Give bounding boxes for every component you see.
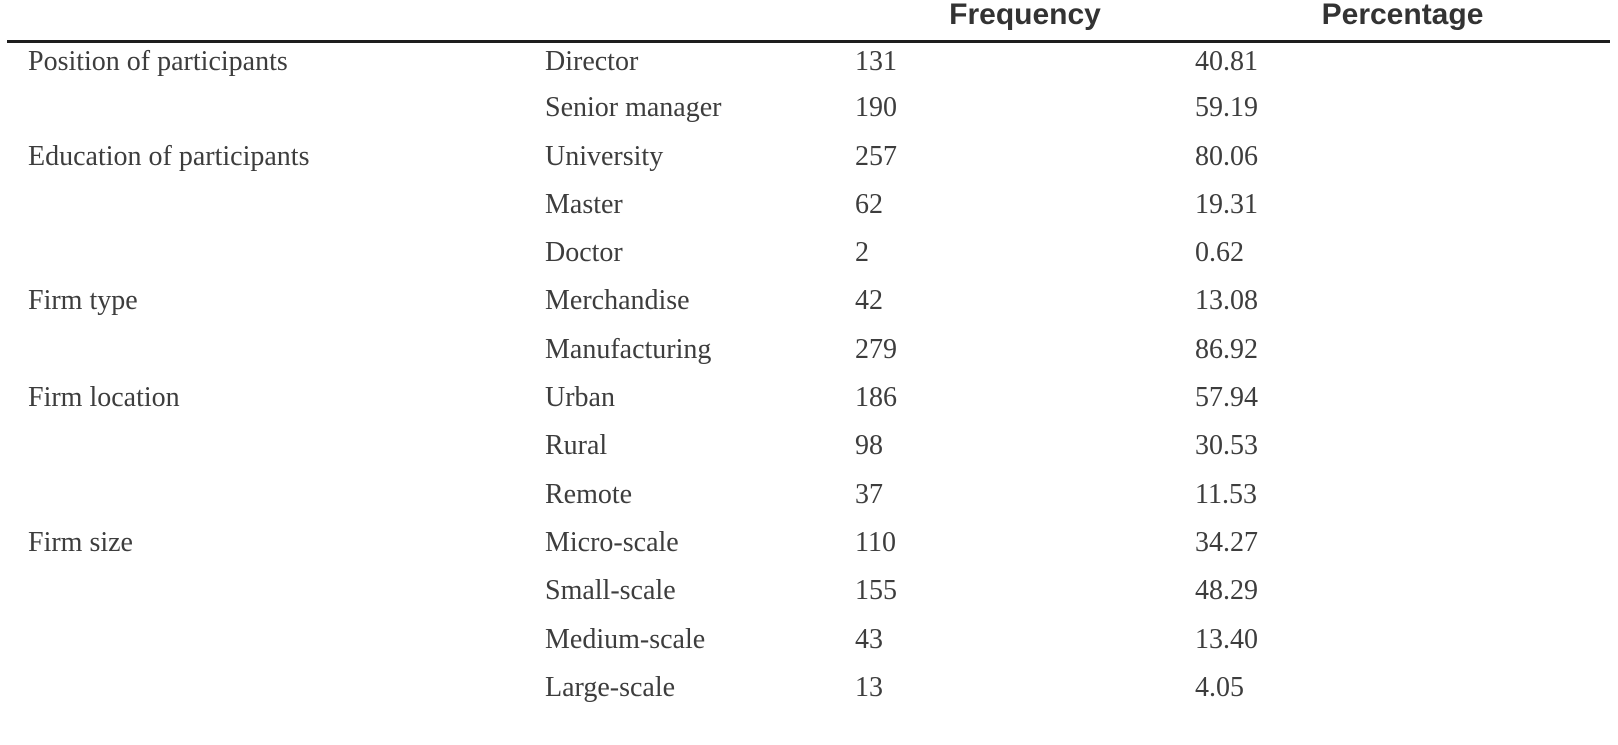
cell-frequency: 257 (855, 140, 897, 172)
cell-percentage: 48.29 (1195, 575, 1258, 607)
table-row: Senior manager 190 59.19 (7, 89, 1610, 137)
cell-frequency: 110 (855, 526, 896, 558)
cell-percentage: 11.53 (1195, 478, 1257, 510)
cell-category (7, 234, 545, 282)
header-frequency: Frequency (855, 0, 1195, 43)
cell-percentage: 19.31 (1195, 188, 1258, 220)
table-row: Medium-scale 43 13.40 (7, 621, 1610, 669)
cell-category (7, 331, 545, 379)
cell-subcategory: Urban (545, 382, 615, 414)
cell-frequency: 279 (855, 333, 897, 365)
table-row: Small-scale 155 48.29 (7, 572, 1610, 620)
cell-frequency: 43 (855, 623, 883, 655)
table-row: Manufacturing 279 86.92 (7, 331, 1610, 379)
table-row: Remote 37 11.53 (7, 476, 1610, 524)
table-row: Firm location Urban 186 57.94 (7, 379, 1610, 427)
cell-category (7, 186, 545, 234)
cell-subcategory: Micro-scale (545, 526, 679, 558)
cell-category (7, 427, 545, 475)
table-row: Doctor 2 0.62 (7, 234, 1610, 282)
cell-subcategory: University (545, 140, 664, 172)
table-row: Firm type Merchandise 42 13.08 (7, 282, 1610, 330)
demographics-table: Frequency Percentage Position of partici… (7, 0, 1610, 717)
cell-category (7, 89, 545, 137)
cell-category: Firm location (28, 382, 180, 414)
cell-frequency: 190 (855, 92, 897, 124)
table-row: Rural 98 30.53 (7, 427, 1610, 475)
cell-percentage: 40.81 (1195, 45, 1258, 77)
table-row: Large-scale 13 4.05 (7, 669, 1610, 717)
cell-category: Education of participants (28, 140, 310, 172)
cell-subcategory: Merchandise (545, 285, 690, 317)
cell-subcategory: Remote (545, 478, 633, 510)
cell-frequency: 98 (855, 430, 883, 462)
cell-frequency: 62 (855, 188, 883, 220)
table-row: Education of participants University 257 80… (7, 138, 1610, 186)
table-row: Master 62 19.31 (7, 186, 1610, 234)
cell-percentage: 59.19 (1195, 92, 1258, 124)
table-row: Position of participants Director 131 40.81 (7, 41, 1610, 89)
cell-percentage: 4.05 (1195, 671, 1244, 703)
header-percentage: Percentage (1195, 0, 1610, 43)
cell-percentage: 86.92 (1195, 333, 1258, 365)
cell-category (7, 572, 545, 620)
cell-subcategory: Senior manager (545, 92, 722, 124)
cell-category (7, 621, 545, 669)
header-row: Frequency Percentage (7, 0, 1610, 43)
cell-subcategory: Manufacturing (545, 333, 712, 365)
cell-percentage: 13.08 (1195, 285, 1258, 317)
cell-frequency: 42 (855, 285, 883, 317)
cell-percentage: 0.62 (1195, 237, 1244, 269)
cell-percentage: 57.94 (1195, 382, 1258, 414)
table-body: Position of participants Director 131 40.81… (7, 41, 1610, 717)
cell-frequency: 2 (855, 237, 869, 269)
cell-frequency: 131 (855, 45, 897, 77)
cell-percentage: 13.40 (1195, 623, 1258, 655)
table-row: Firm size Micro-scale 110 34.27 (7, 524, 1610, 572)
cell-percentage: 80.06 (1195, 140, 1258, 172)
cell-frequency: 13 (855, 671, 883, 703)
cell-category: Firm type (28, 285, 138, 317)
cell-category (7, 476, 545, 524)
cell-subcategory: Rural (545, 430, 608, 462)
cell-subcategory: Small-scale (545, 575, 676, 607)
cell-subcategory: Doctor (545, 237, 623, 269)
cell-subcategory: Medium-scale (545, 623, 706, 655)
cell-subcategory: Master (545, 188, 623, 220)
cell-subcategory: Director (545, 45, 639, 77)
cell-category: Position of participants (28, 45, 288, 77)
cell-percentage: 30.53 (1195, 430, 1258, 462)
cell-subcategory: Large-scale (545, 671, 676, 703)
header-category (7, 0, 545, 43)
cell-frequency: 155 (855, 575, 897, 607)
cell-frequency: 37 (855, 478, 883, 510)
cell-percentage: 34.27 (1195, 526, 1258, 558)
cell-category: Firm size (28, 526, 133, 558)
header-subcategory (545, 0, 855, 43)
cell-category (7, 669, 545, 717)
cell-frequency: 186 (855, 382, 897, 414)
